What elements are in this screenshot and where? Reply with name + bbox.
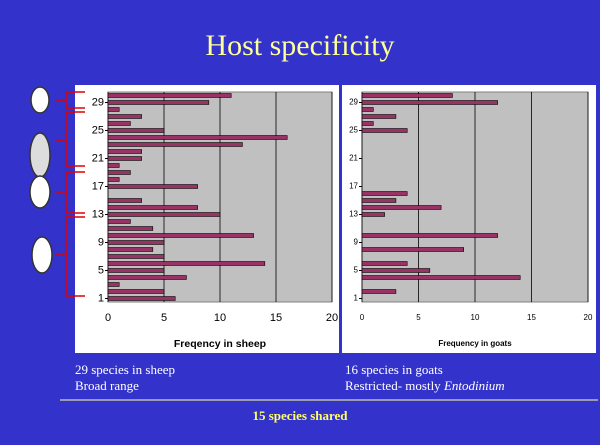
- bar: [362, 122, 373, 126]
- bar: [108, 164, 119, 168]
- bar: [108, 115, 142, 119]
- bar: [108, 220, 130, 224]
- bar: [108, 269, 164, 273]
- x-tick-label: 15: [527, 313, 536, 322]
- bar: [108, 157, 142, 161]
- bar: [108, 234, 254, 238]
- x-tick-label: 15: [270, 312, 282, 324]
- bar: [362, 101, 498, 105]
- x-tick-label: 10: [214, 312, 226, 324]
- bar: [108, 150, 142, 154]
- x-axis-label: Freqency in sheep: [174, 338, 266, 350]
- bar: [362, 108, 373, 112]
- bar: [108, 262, 265, 266]
- bar: [108, 241, 164, 245]
- bar: [108, 101, 209, 105]
- y-tick-label: 25: [349, 126, 358, 135]
- caption: 16 species in goats Restricted- mostly E…: [345, 362, 505, 394]
- bar: [108, 122, 130, 126]
- bar: [108, 290, 164, 294]
- bar: [362, 192, 407, 196]
- bar: [362, 269, 430, 273]
- bar: [362, 234, 498, 238]
- bar: [108, 255, 164, 259]
- bar: [108, 94, 231, 98]
- bar: [108, 185, 198, 189]
- bar: [108, 199, 142, 203]
- y-tick-label: 5: [98, 264, 104, 276]
- y-tick-label: 17: [92, 180, 104, 192]
- x-tick-label: 0: [105, 312, 111, 324]
- caption-line: Broad range: [75, 378, 175, 394]
- x-tick-label: 20: [326, 312, 338, 324]
- x-tick-label: 5: [416, 313, 421, 322]
- caption-line: 29 species in sheep: [75, 362, 175, 378]
- y-tick-label: 29: [92, 96, 104, 108]
- y-tick-label: 1: [98, 292, 104, 304]
- bar: [108, 248, 153, 252]
- caption-line: Restricted- mostly Entodinium: [345, 378, 505, 394]
- y-tick-label: 9: [354, 238, 359, 247]
- bar: [362, 290, 396, 294]
- bar: [108, 129, 164, 133]
- bar: [362, 129, 407, 133]
- x-tick-label: 20: [584, 313, 593, 322]
- bar: [362, 206, 441, 210]
- shared-caption: 15 species shared: [0, 408, 600, 424]
- y-tick-label: 25: [92, 124, 104, 136]
- y-tick-label: 5: [354, 266, 359, 275]
- x-tick-label: 5: [161, 312, 167, 324]
- y-tick-label: 21: [92, 152, 104, 164]
- bar: [108, 143, 242, 147]
- caption-line: 16 species in goats: [345, 362, 505, 378]
- caption: 29 species in sheep Broad range: [75, 362, 175, 394]
- y-tick-label: 1: [354, 294, 359, 303]
- bar: [108, 108, 119, 112]
- caption-text: Restricted- mostly: [345, 378, 444, 393]
- bar: [108, 206, 198, 210]
- x-tick-label: 10: [471, 313, 480, 322]
- bar: [362, 262, 407, 266]
- bar: [108, 136, 287, 140]
- bar: [362, 199, 396, 203]
- y-tick-label: 21: [349, 154, 358, 163]
- slide: Host specificity 05101520Freqency in she…: [0, 0, 600, 445]
- bar: [108, 276, 186, 280]
- y-tick-label: 17: [349, 182, 358, 191]
- bar: [108, 283, 119, 287]
- y-tick-label: 13: [349, 210, 358, 219]
- y-tick-label: 9: [98, 236, 104, 248]
- caption-text: Entodinium: [444, 378, 505, 393]
- bar: [108, 178, 119, 182]
- y-tick-label: 29: [349, 98, 358, 107]
- bar: [108, 297, 175, 301]
- bar: [362, 94, 452, 98]
- bar: [362, 248, 464, 252]
- bar: [362, 276, 520, 280]
- bar: [362, 213, 385, 217]
- x-axis-label: Frequency in goats: [438, 339, 512, 348]
- y-tick-label: 13: [92, 208, 104, 220]
- bar: [108, 227, 153, 231]
- bar: [108, 213, 220, 217]
- x-tick-label: 0: [360, 313, 365, 322]
- bar: [108, 171, 130, 175]
- slide-title: Host specificity: [205, 29, 394, 62]
- bar: [362, 115, 396, 119]
